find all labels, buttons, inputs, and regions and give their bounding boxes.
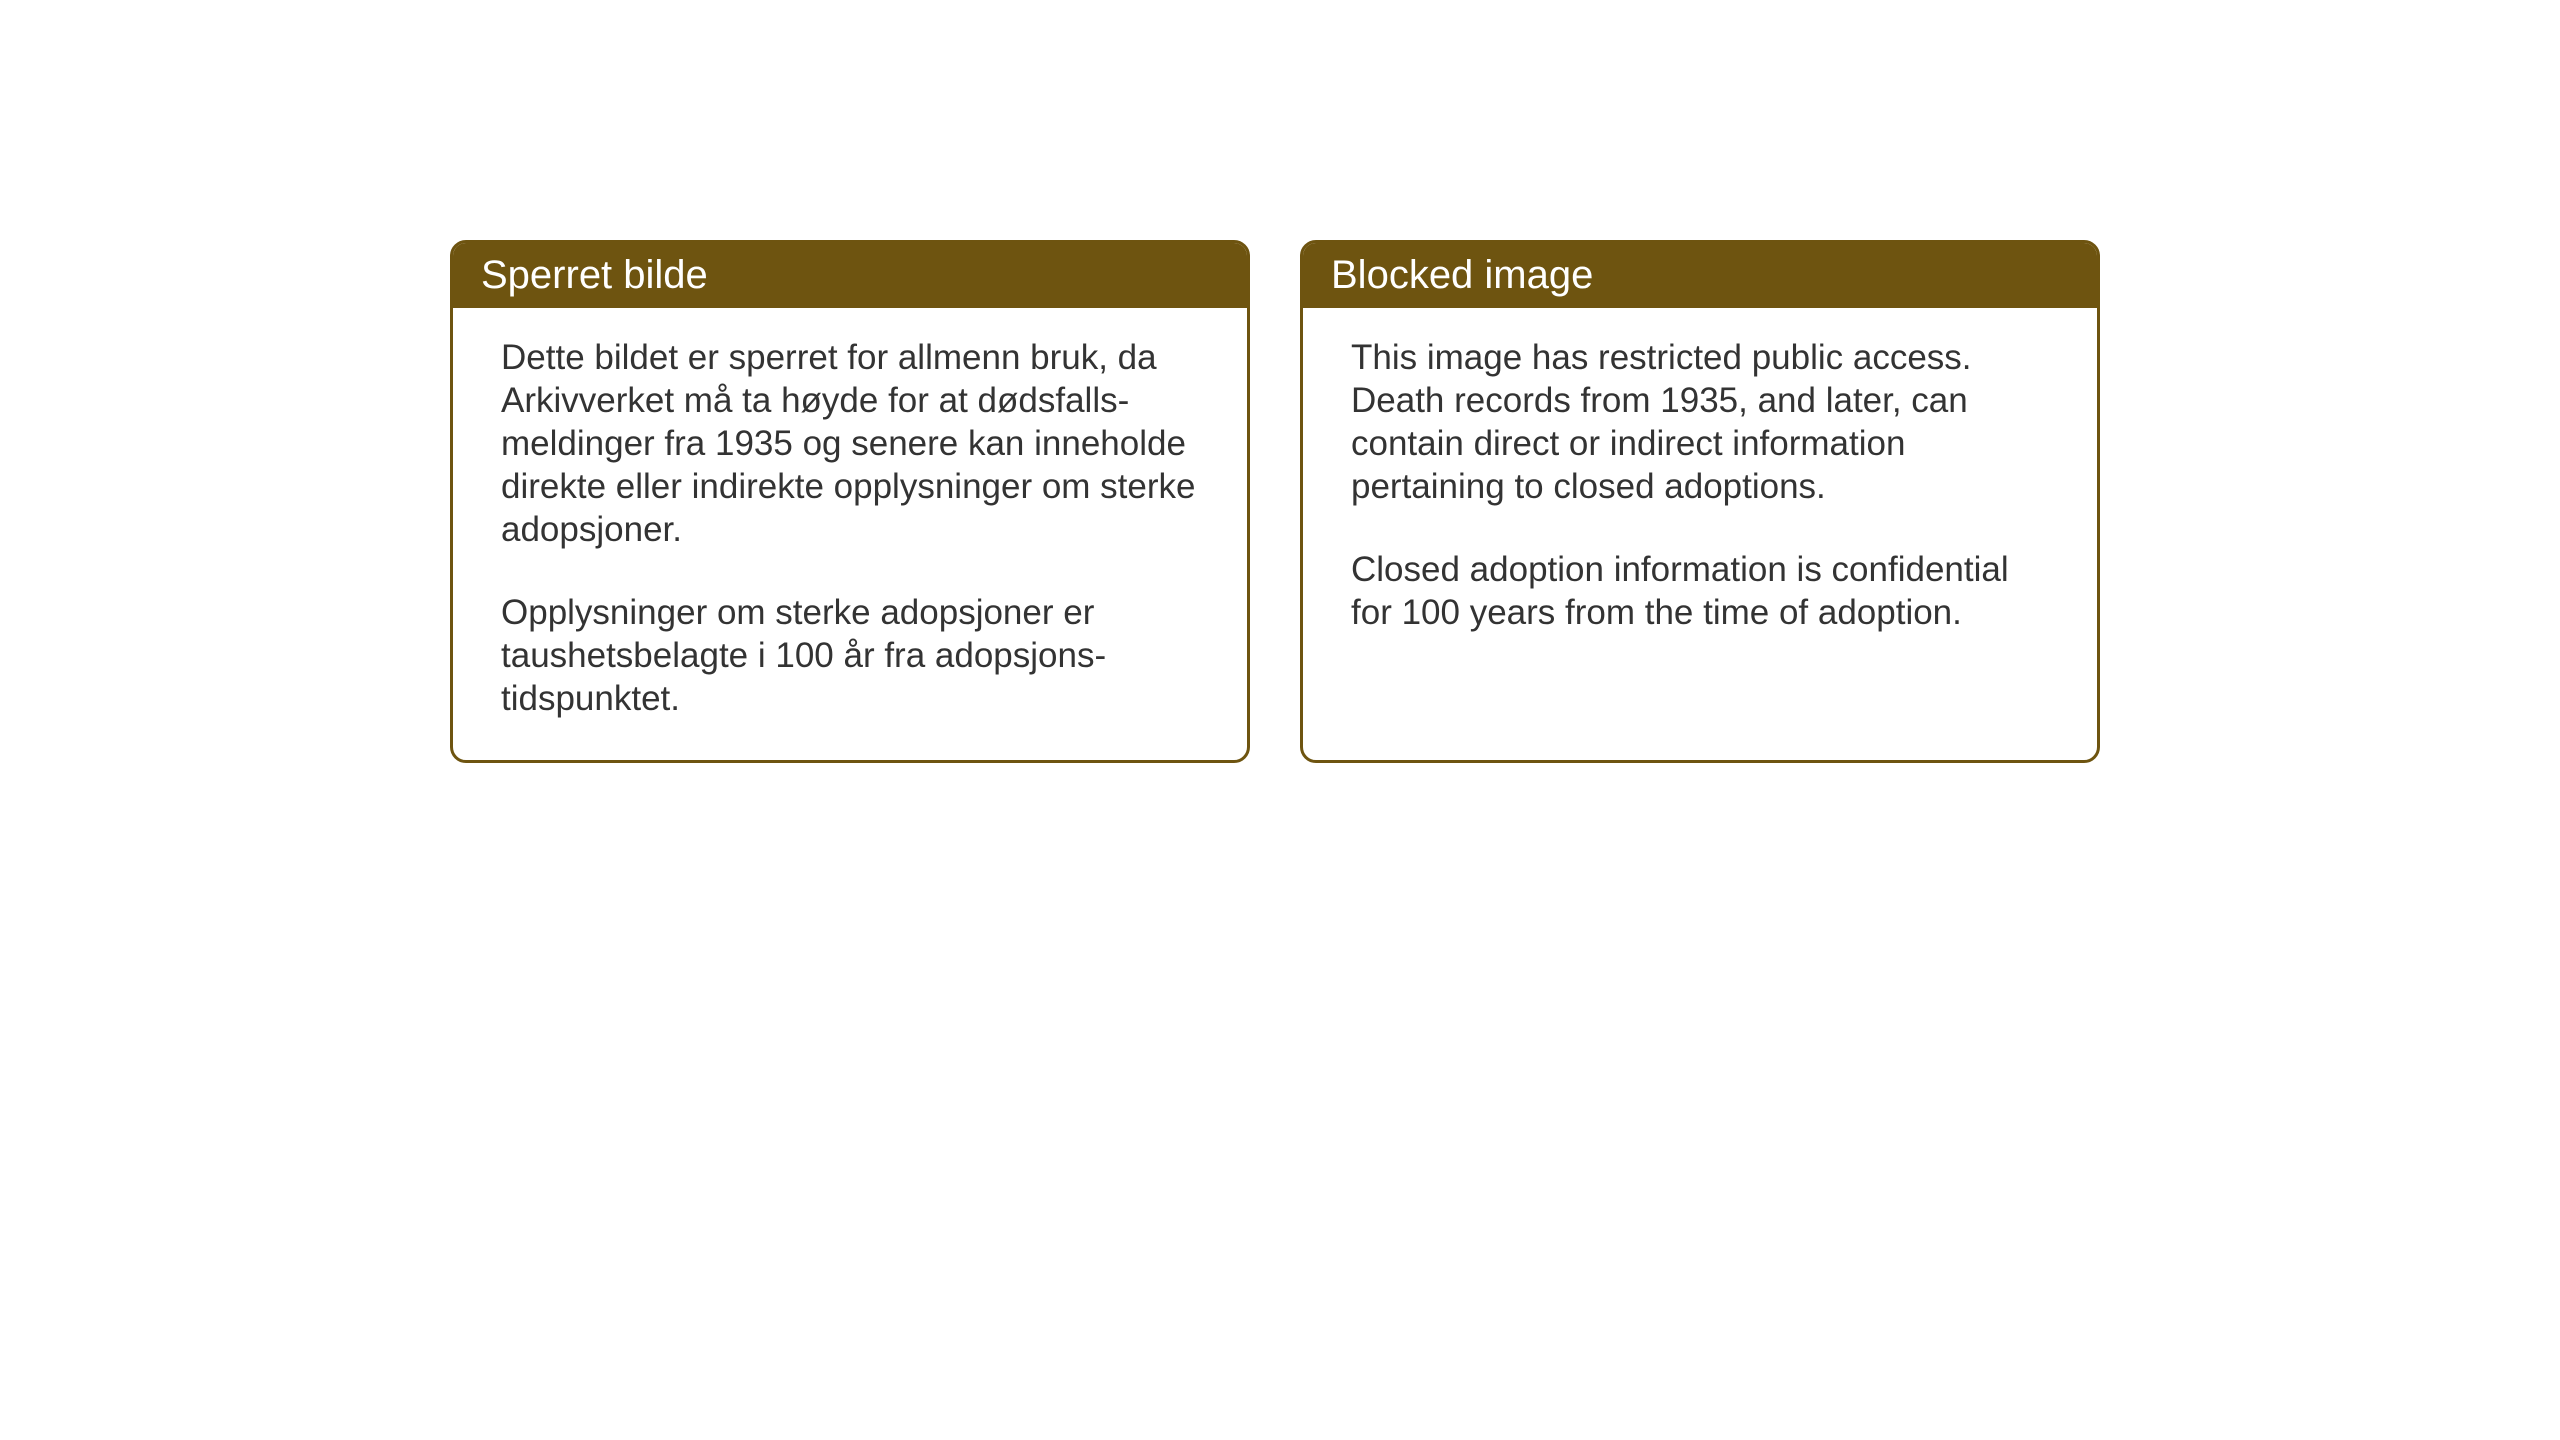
english-notice-card: Blocked image This image has restricted … <box>1300 240 2100 763</box>
english-card-title: Blocked image <box>1303 243 2097 308</box>
norwegian-card-body: Dette bildet er sperret for allmenn bruk… <box>453 308 1247 760</box>
english-paragraph-1: This image has restricted public access.… <box>1351 336 2049 508</box>
notice-cards-container: Sperret bilde Dette bildet er sperret fo… <box>450 240 2100 763</box>
norwegian-notice-card: Sperret bilde Dette bildet er sperret fo… <box>450 240 1250 763</box>
norwegian-paragraph-2: Opplysninger om sterke adopsjoner er tau… <box>501 591 1199 720</box>
norwegian-card-title: Sperret bilde <box>453 243 1247 308</box>
english-paragraph-2: Closed adoption information is confident… <box>1351 548 2049 634</box>
norwegian-paragraph-1: Dette bildet er sperret for allmenn bruk… <box>501 336 1199 551</box>
english-card-body: This image has restricted public access.… <box>1303 308 2097 738</box>
